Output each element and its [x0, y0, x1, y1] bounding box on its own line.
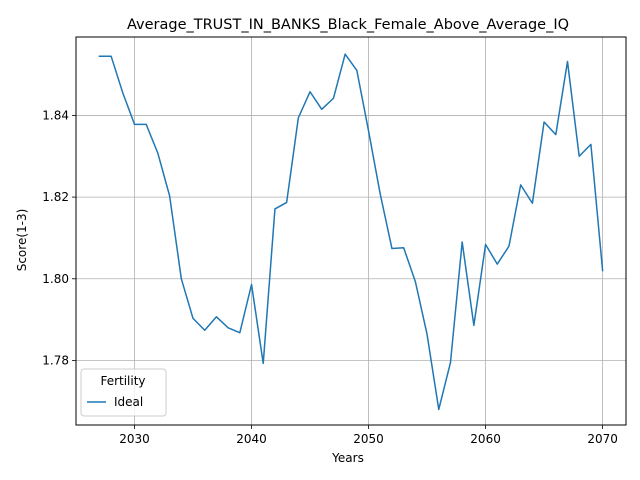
- y-tick-label: 1.82: [42, 190, 69, 204]
- y-tick-label: 1.80: [42, 272, 69, 286]
- x-tick-label: 2070: [587, 432, 618, 446]
- axis-ticks: 2030 2040 2050 2060 2070 1.78 1.80 1.82 1.84: [42, 108, 618, 446]
- x-tick-label: 2050: [353, 432, 384, 446]
- legend: Fertility Ideal: [80, 368, 167, 417]
- grid: [76, 37, 626, 425]
- legend-box: [80, 368, 167, 417]
- x-tick-label: 2040: [236, 432, 267, 446]
- plot-frame: [75, 36, 627, 426]
- y-tick-label: 1.84: [42, 108, 69, 122]
- x-tick-label: 2060: [470, 432, 501, 446]
- legend-title: Fertility: [100, 374, 145, 388]
- x-tick-label: 2030: [119, 432, 150, 446]
- legend-label-ideal: Ideal: [114, 395, 143, 409]
- x-axis-title: Years: [331, 451, 364, 465]
- series-layer: [98, 53, 604, 411]
- y-tick-label: 1.78: [42, 353, 69, 367]
- chart-title: Average_TRUST_IN_BANKS_Black_Female_Abov…: [127, 17, 569, 33]
- series-line-ideal: [98, 53, 604, 411]
- y-axis-title: Score(1-3): [15, 209, 29, 272]
